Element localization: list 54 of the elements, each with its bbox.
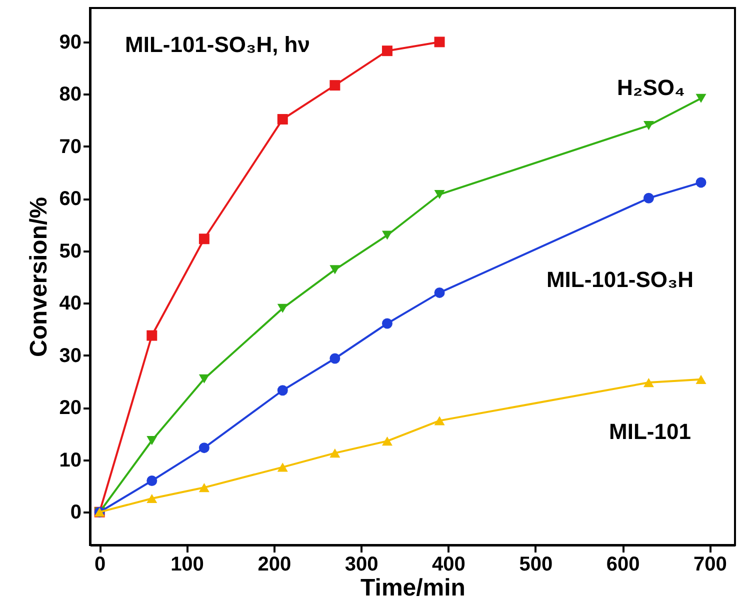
y-axis-title: Conversion/% xyxy=(25,196,52,358)
y-tick-label: 90 xyxy=(59,31,82,54)
point xyxy=(330,353,340,364)
point xyxy=(277,462,288,472)
point xyxy=(330,265,340,274)
x-tick-label: 500 xyxy=(519,554,553,576)
point xyxy=(382,230,392,240)
x-tick-label: 700 xyxy=(694,554,727,576)
point xyxy=(382,436,392,446)
point xyxy=(434,287,445,298)
x-tick-label: 100 xyxy=(170,554,204,576)
y-tick-label: 40 xyxy=(59,292,82,315)
point xyxy=(696,374,706,384)
y-tick-label: 60 xyxy=(59,188,82,210)
y-tick-label: 80 xyxy=(59,84,82,106)
series-label: MIL-101 xyxy=(609,419,691,444)
x-tick-label: 400 xyxy=(432,554,466,576)
point xyxy=(643,378,654,388)
series-label: H₂SO₄ xyxy=(617,75,685,100)
point xyxy=(330,448,340,458)
point xyxy=(198,374,210,384)
series-label: MIL-101-SO₃H, hν xyxy=(125,32,310,57)
series-label: MIL-101-SO₃H xyxy=(546,267,694,292)
point xyxy=(382,46,392,56)
point xyxy=(146,330,158,341)
point xyxy=(330,80,340,91)
point xyxy=(696,94,706,103)
y-tick-label: 20 xyxy=(59,397,82,420)
x-tick-label: 0 xyxy=(94,554,106,576)
point xyxy=(277,385,288,396)
point xyxy=(434,416,445,426)
y-tick-label: 0 xyxy=(70,502,82,524)
point xyxy=(198,483,210,492)
y-tick-label: 10 xyxy=(59,449,82,472)
x-axis-title: Time/min xyxy=(360,574,466,602)
point xyxy=(146,476,158,486)
point xyxy=(382,318,392,329)
x-tick-label: 300 xyxy=(344,554,378,576)
point xyxy=(198,442,210,454)
point xyxy=(434,36,445,48)
x-tick-label: 600 xyxy=(606,554,640,576)
point xyxy=(146,436,158,446)
y-tick-label: 30 xyxy=(59,344,82,367)
point xyxy=(434,190,445,200)
point xyxy=(198,234,210,244)
x-tick-label: 200 xyxy=(258,554,292,576)
y-tick-label: 50 xyxy=(59,240,82,262)
point xyxy=(277,114,288,125)
y-tick-label: 70 xyxy=(59,136,82,158)
point xyxy=(643,192,654,204)
point xyxy=(146,494,158,504)
point xyxy=(643,120,654,130)
point xyxy=(277,304,288,313)
point xyxy=(696,177,706,188)
